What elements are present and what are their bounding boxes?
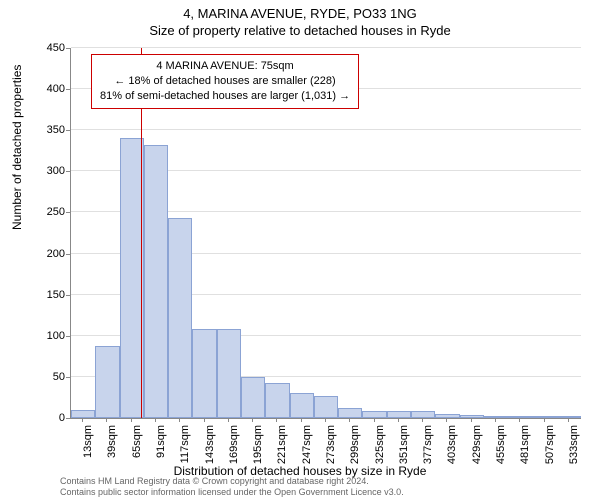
x-tick-label: 169sqm <box>228 425 240 465</box>
annotation-line-1: 4 MARINA AVENUE: 75sqm <box>100 59 350 74</box>
histogram-bar <box>508 416 532 418</box>
histogram-bar <box>411 411 435 418</box>
histogram-bar <box>460 415 484 418</box>
x-tick-label: 351sqm <box>398 425 410 465</box>
y-tick-label: 450 <box>35 42 65 54</box>
x-tick-label: 273sqm <box>325 425 337 465</box>
footer-credits: Contains HM Land Registry data © Crown c… <box>60 476 404 498</box>
x-tick-label: 481sqm <box>519 425 531 465</box>
x-tick-label: 195sqm <box>252 425 264 465</box>
x-tick-label: 65sqm <box>131 425 143 465</box>
chart-title: 4, MARINA AVENUE, RYDE, PO33 1NG <box>0 0 600 23</box>
property-size-chart: 4, MARINA AVENUE, RYDE, PO33 1NG Size of… <box>0 0 600 500</box>
histogram-bar <box>290 393 314 418</box>
x-tick-label: 143sqm <box>204 425 216 465</box>
histogram-bar <box>192 329 216 418</box>
histogram-bar <box>557 416 581 418</box>
histogram-bar <box>144 145 168 418</box>
histogram-bar <box>338 408 362 418</box>
plot-area: 4 MARINA AVENUE: 75sqm ← 18% of detached… <box>70 48 581 419</box>
y-tick-label: 200 <box>35 248 65 260</box>
x-tick-label: 221sqm <box>276 425 288 465</box>
y-tick-label: 150 <box>35 289 65 301</box>
histogram-bar <box>435 414 459 418</box>
chart-subtitle: Size of property relative to detached ho… <box>0 23 600 40</box>
x-tick-label: 247sqm <box>301 425 313 465</box>
y-tick-label: 0 <box>35 412 65 424</box>
annotation-line-2: ← 18% of detached houses are smaller (22… <box>100 74 350 89</box>
y-tick-label: 250 <box>35 206 65 218</box>
histogram-bar <box>241 377 265 418</box>
x-tick-label: 299sqm <box>349 425 361 465</box>
histogram-bar <box>71 410 95 418</box>
x-tick-label: 377sqm <box>422 425 434 465</box>
x-tick-label: 507sqm <box>544 425 556 465</box>
x-tick-label: 429sqm <box>471 425 483 465</box>
footer-line-2: Contains public sector information licen… <box>60 487 404 498</box>
x-tick-label: 533sqm <box>568 425 580 465</box>
x-tick-label: 13sqm <box>82 425 94 465</box>
histogram-bar <box>387 411 411 418</box>
annotation-box: 4 MARINA AVENUE: 75sqm ← 18% of detached… <box>91 54 359 109</box>
histogram-bar <box>532 416 556 418</box>
histogram-bar <box>217 329 241 418</box>
y-tick-label: 400 <box>35 83 65 95</box>
y-tick-label: 100 <box>35 330 65 342</box>
annotation-line-3: 81% of semi-detached houses are larger (… <box>100 89 350 104</box>
histogram-bar <box>168 218 192 418</box>
x-tick-label: 325sqm <box>374 425 386 465</box>
footer-line-1: Contains HM Land Registry data © Crown c… <box>60 476 404 487</box>
x-tick-label: 91sqm <box>155 425 167 465</box>
x-tick-label: 39sqm <box>106 425 118 465</box>
x-tick-label: 455sqm <box>495 425 507 465</box>
y-tick-label: 50 <box>35 371 65 383</box>
y-axis-label: Number of detached properties <box>10 65 24 230</box>
x-tick-label: 117sqm <box>179 425 191 465</box>
y-tick-label: 300 <box>35 165 65 177</box>
histogram-bar <box>265 383 289 418</box>
histogram-bar <box>95 346 119 418</box>
y-tick-label: 350 <box>35 124 65 136</box>
histogram-bar <box>314 396 338 418</box>
x-tick-label: 403sqm <box>446 425 458 465</box>
histogram-bar <box>362 411 386 418</box>
